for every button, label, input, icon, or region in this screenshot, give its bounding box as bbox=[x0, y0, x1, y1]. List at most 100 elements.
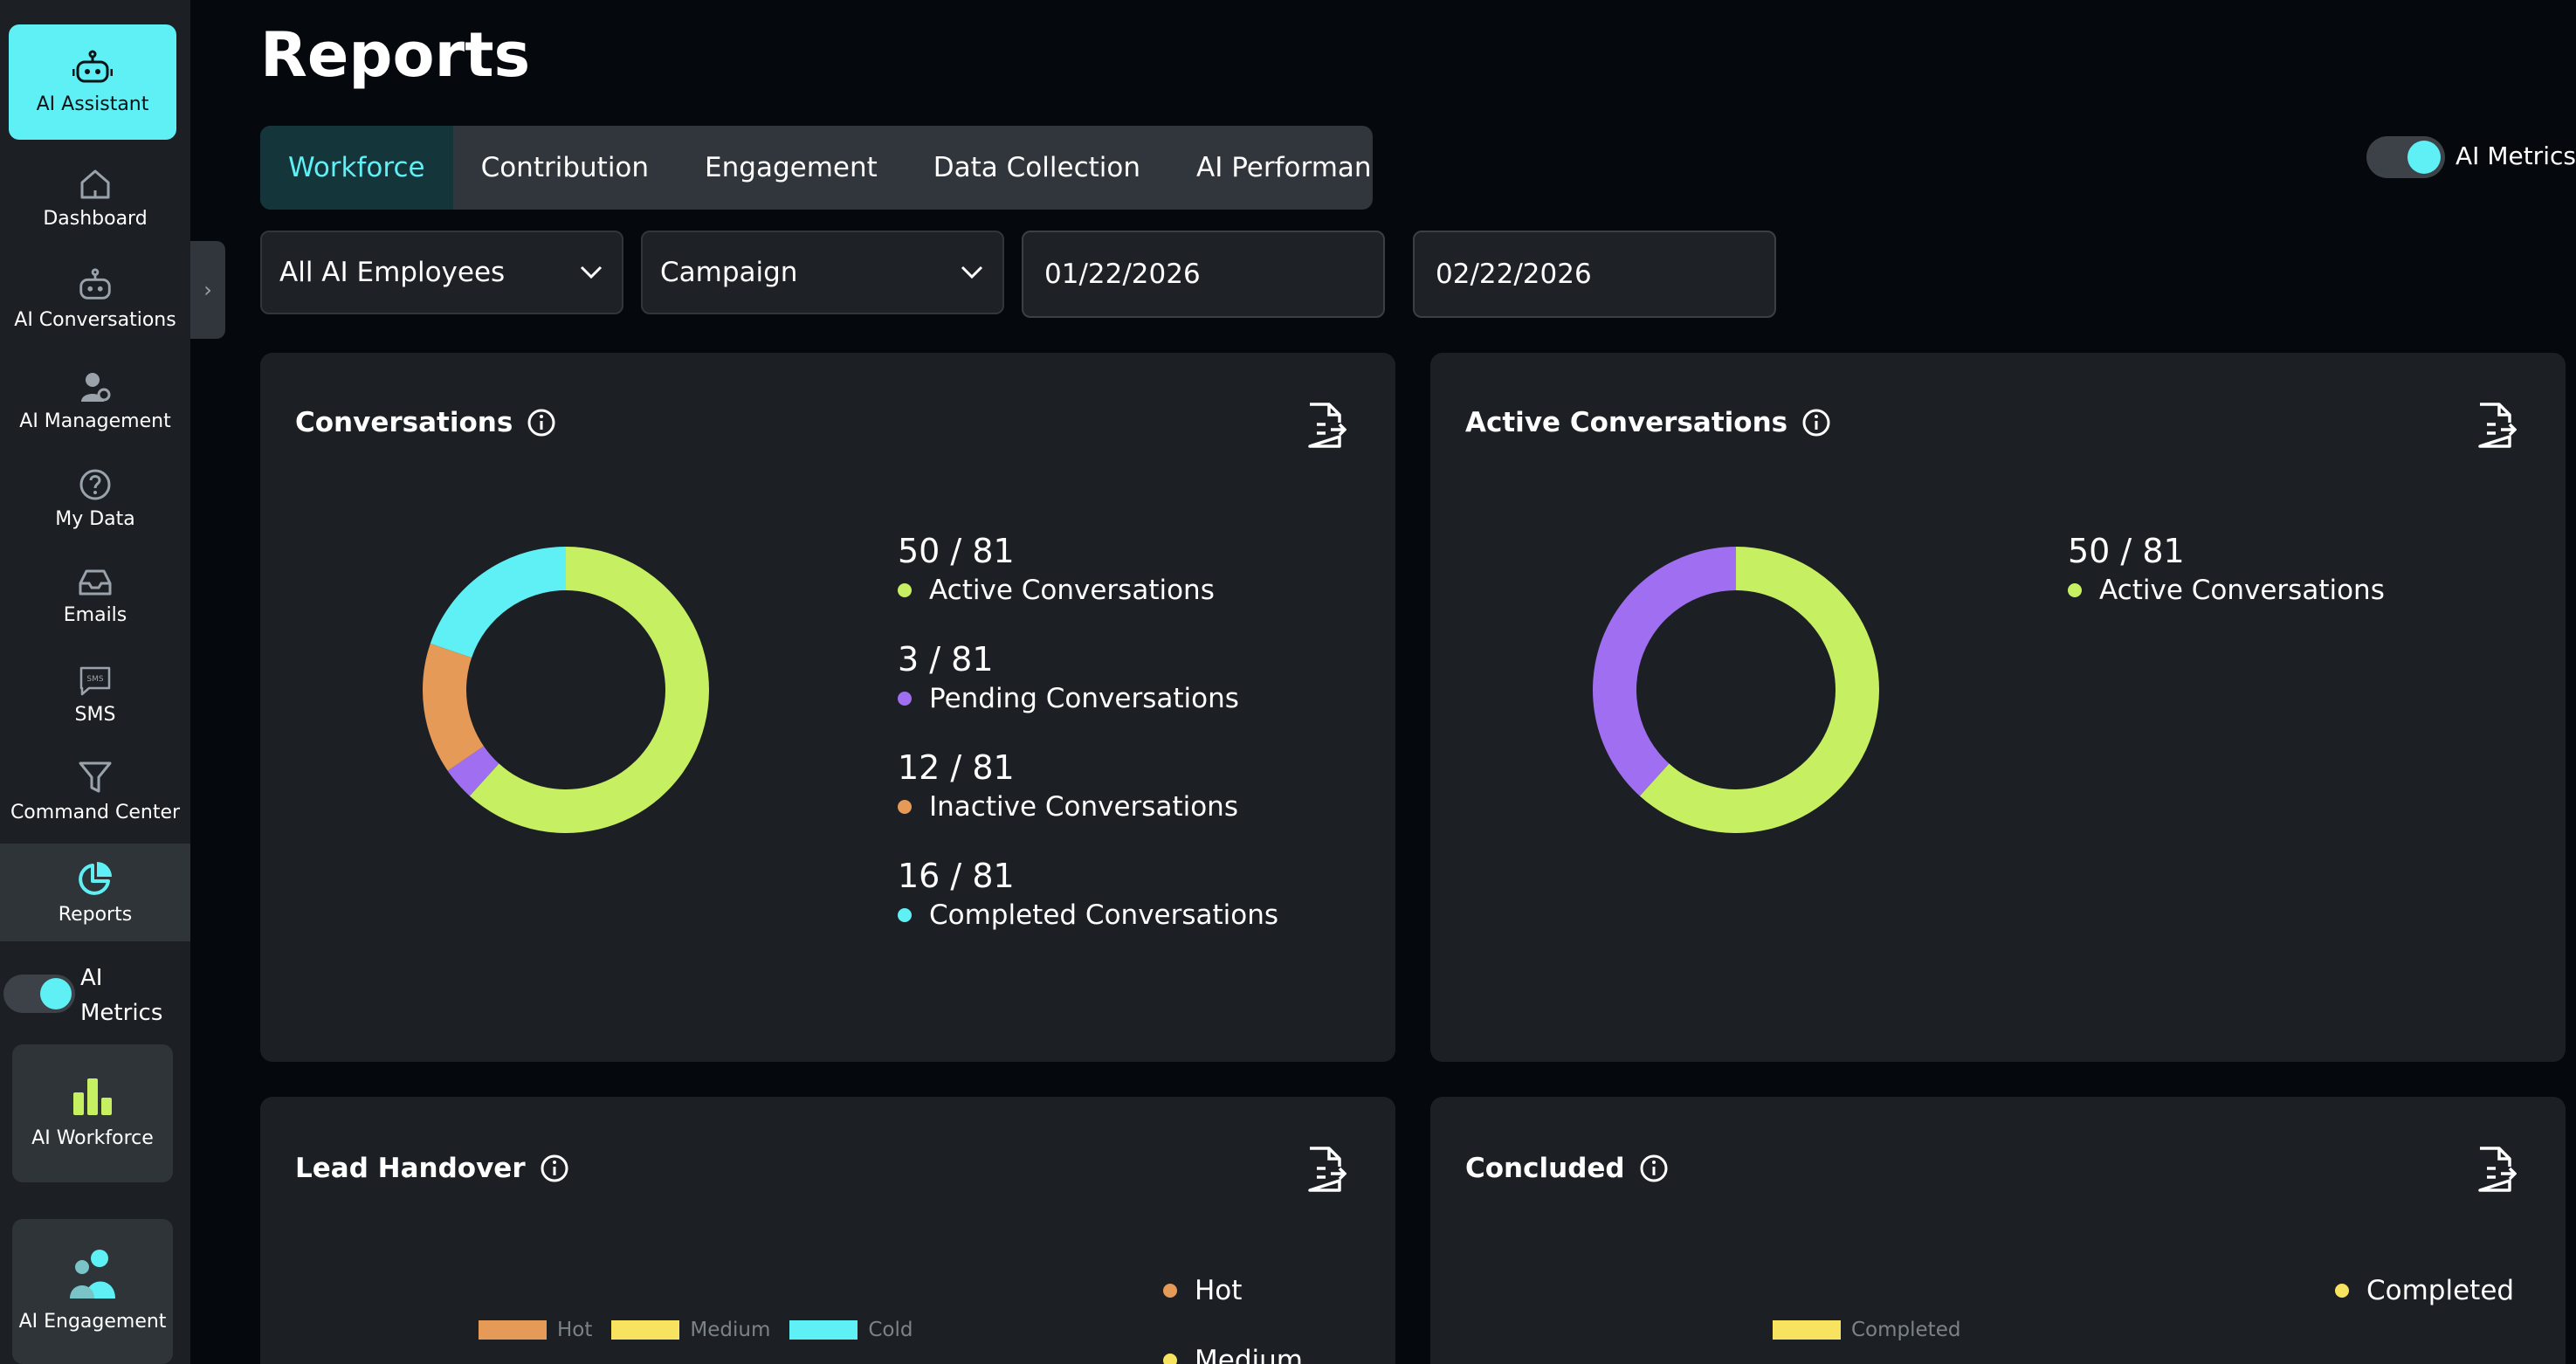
end-date-input[interactable]: 02/22/2026 bbox=[1413, 231, 1776, 318]
campaign-select[interactable]: Campaign bbox=[641, 231, 1004, 314]
active-conversations-card-title: Active Conversations bbox=[1465, 407, 1831, 438]
sidebar-item-label: Dashboard bbox=[43, 208, 148, 230]
info-icon[interactable] bbox=[1639, 1154, 1669, 1183]
export-file-icon[interactable] bbox=[2475, 1146, 2517, 1193]
sidebar-item-my-data[interactable]: My Data bbox=[0, 468, 190, 541]
legend-value: 3 / 81 bbox=[898, 640, 994, 679]
page-title: Reports bbox=[260, 19, 531, 91]
card-title-text: Concluded bbox=[1465, 1153, 1625, 1184]
legend-dot bbox=[2335, 1284, 2349, 1298]
ai-engagement-button[interactable]: AI Engagement bbox=[12, 1219, 173, 1364]
sidebar: AI Assistant Dashboard AI Conversations … bbox=[0, 0, 190, 1364]
legend-text: Completed bbox=[1851, 1319, 1961, 1341]
legend-text: Cold bbox=[868, 1319, 913, 1341]
legend-value: 16 / 81 bbox=[898, 857, 1015, 895]
legend-dot bbox=[1163, 1354, 1177, 1364]
sidebar-item-dashboard[interactable]: Dashboard bbox=[0, 168, 190, 241]
legend-text: Active Conversations bbox=[929, 575, 1215, 606]
legend-swatch-completed bbox=[1773, 1320, 1841, 1340]
concluded-card-title: Concluded bbox=[1465, 1153, 1669, 1184]
legend-text: Pending Conversations bbox=[929, 683, 1239, 714]
sidebar-item-emails[interactable]: Emails bbox=[0, 568, 190, 641]
start-date-input[interactable]: 01/22/2026 bbox=[1022, 231, 1385, 318]
info-icon[interactable] bbox=[527, 408, 556, 437]
sidebar-item-ai-management[interactable]: AI Management bbox=[0, 370, 190, 444]
sidebar-item-ai-conversations[interactable]: AI Conversations bbox=[0, 267, 190, 341]
sms-icon: SMS bbox=[79, 666, 111, 696]
legend-item-active: 50 / 81 Active Conversations bbox=[898, 531, 1278, 606]
donut-slice-active-conversations bbox=[1639, 547, 1879, 833]
legend-text: Medium bbox=[1195, 1345, 1303, 1364]
legend-text: Hot bbox=[557, 1319, 593, 1341]
sidebar-item-ai-assistant[interactable]: AI Assistant bbox=[9, 24, 176, 140]
concluded-side-legend-completed: Completed bbox=[2335, 1275, 2514, 1306]
card-title-text: Active Conversations bbox=[1465, 407, 1788, 438]
help-circle-icon bbox=[79, 469, 111, 500]
bar-chart-icon bbox=[73, 1078, 112, 1115]
sidebar-item-label: My Data bbox=[55, 508, 135, 530]
chevron-down-icon bbox=[961, 265, 983, 279]
conversations-donut bbox=[423, 547, 709, 833]
sidebar-item-sms[interactable]: SMS SMS bbox=[0, 665, 190, 739]
conversations-card-title: Conversations bbox=[295, 407, 556, 438]
tab-workforce[interactable]: Workforce bbox=[260, 126, 453, 210]
export-file-icon[interactable] bbox=[1305, 402, 1347, 449]
donut-slice-pending-conversations bbox=[447, 746, 499, 796]
employee-select-value: All AI Employees bbox=[279, 257, 506, 288]
legend-item-completed: 16 / 81 Completed Conversations bbox=[898, 856, 1278, 931]
tab-engagement[interactable]: Engagement bbox=[705, 152, 878, 183]
legend-label: Pending Conversations bbox=[898, 683, 1278, 714]
donut-slice-active-conversations bbox=[469, 547, 709, 833]
report-tabs: Workforce Contribution Engagement Data C… bbox=[260, 126, 1373, 210]
active-conversations-donut bbox=[1593, 547, 1879, 833]
users-icon bbox=[70, 1250, 115, 1299]
sidebar-item-label: Command Center bbox=[10, 802, 181, 823]
robot-icon bbox=[72, 50, 113, 82]
ai-metrics-sidebar-label: AI Metrics bbox=[80, 965, 163, 1026]
conversations-legend: 50 / 81 Active Conversations 3 / 81 Pend… bbox=[898, 531, 1278, 964]
ai-workforce-button[interactable]: AI Workforce bbox=[12, 1044, 173, 1182]
robot-icon bbox=[79, 268, 111, 300]
card-title-text: Conversations bbox=[295, 407, 513, 438]
legend-text: Completed Conversations bbox=[929, 899, 1279, 931]
sidebar-item-label: Emails bbox=[63, 604, 127, 626]
sidebar-item-label: Reports bbox=[58, 903, 133, 926]
tab-ai-performance[interactable]: AI Performance bbox=[1196, 152, 1373, 183]
sidebar-collapse-toggle[interactable]: › bbox=[190, 241, 225, 339]
legend-swatch-hot bbox=[479, 1320, 547, 1340]
lead-handover-chart-legend: Hot Medium Cold bbox=[479, 1319, 913, 1341]
ai-metrics-sidebar-toggle[interactable] bbox=[3, 975, 75, 1013]
concluded-card: Concluded Completed Completed bbox=[1430, 1097, 2566, 1364]
sms-badge-text: SMS bbox=[86, 675, 103, 684]
sidebar-item-reports[interactable]: Reports bbox=[0, 844, 190, 941]
campaign-select-value: Campaign bbox=[660, 257, 798, 288]
legend-value: 12 / 81 bbox=[898, 748, 1015, 787]
donut-slice-completed-conversations bbox=[430, 547, 566, 658]
export-file-icon[interactable] bbox=[2475, 402, 2517, 449]
legend-label: Active Conversations bbox=[2068, 575, 2385, 606]
export-file-icon[interactable] bbox=[1305, 1146, 1347, 1193]
info-icon[interactable] bbox=[1801, 408, 1831, 437]
ai-metrics-toggle[interactable] bbox=[2366, 136, 2445, 178]
legend-label: Inactive Conversations bbox=[898, 791, 1278, 823]
ai-engagement-label: AI Engagement bbox=[18, 1311, 167, 1333]
legend-label: Active Conversations bbox=[898, 575, 1278, 606]
sidebar-item-command-center[interactable]: Command Center bbox=[0, 760, 190, 837]
sidebar-item-label: SMS bbox=[74, 704, 116, 726]
legend-value: 50 / 81 bbox=[2068, 532, 2185, 570]
sidebar-item-label: AI Conversations bbox=[14, 309, 176, 331]
legend-dot bbox=[898, 800, 912, 814]
legend-item-inactive: 12 / 81 Inactive Conversations bbox=[898, 747, 1278, 823]
tab-data-collection[interactable]: Data Collection bbox=[933, 152, 1140, 183]
info-icon[interactable] bbox=[540, 1154, 569, 1183]
legend-text: Hot bbox=[1195, 1275, 1243, 1306]
legend-dot bbox=[2068, 583, 2082, 597]
tab-contribution[interactable]: Contribution bbox=[480, 152, 650, 183]
legend-item-active: 50 / 81 Active Conversations bbox=[2068, 531, 2385, 606]
chevron-down-icon bbox=[580, 265, 603, 279]
employee-select[interactable]: All AI Employees bbox=[260, 231, 623, 314]
chevron-right-icon: › bbox=[203, 278, 212, 302]
legend-text: Inactive Conversations bbox=[929, 791, 1238, 823]
legend-text: Medium bbox=[690, 1319, 771, 1341]
